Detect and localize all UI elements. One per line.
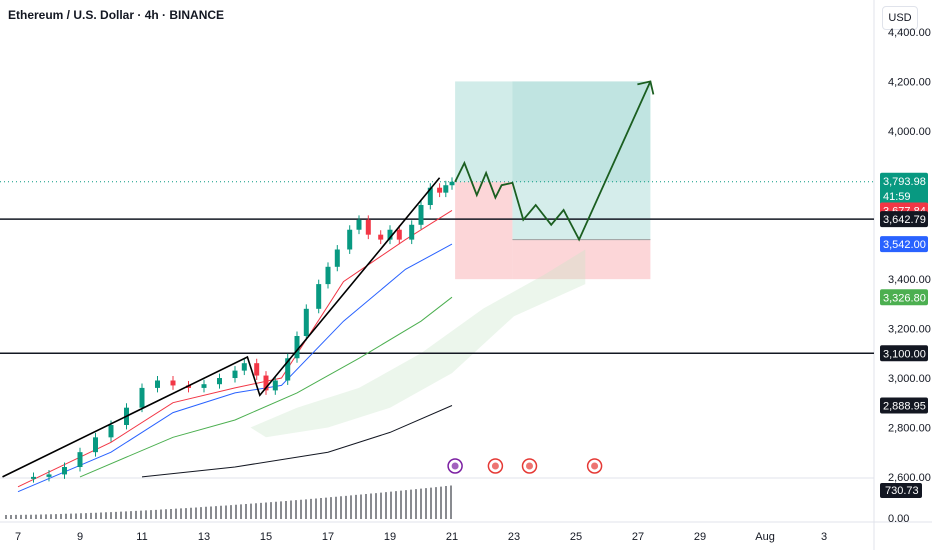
candle-body [325,266,331,285]
candle-body [46,474,52,477]
target-zone-b [512,81,651,240]
price-tag-label-5: 3,100.00 [883,348,926,360]
event-icon-dot-3 [591,462,599,470]
x-tick-label: 27 [632,531,644,543]
ichimoku-cloud [250,249,586,438]
x-tick-label: 7 [15,531,21,543]
y-tick-label: 4,400.00 [888,27,931,39]
x-tick-label: 13 [198,531,210,543]
event-icon-dot-1 [491,462,499,470]
candle-body [272,380,278,391]
ema-black-line [141,405,453,478]
y-tick-label: 2,800.00 [888,422,931,434]
price-tag-label-0: 3,793.98 [883,176,926,188]
candle-body [427,187,433,206]
candle-body [316,284,322,309]
candle-body [139,387,145,408]
candle-body [241,363,247,371]
ema-green-line [79,296,453,478]
x-tick-label: 23 [508,531,520,543]
x-tick-label: 17 [322,531,334,543]
x-tick-label: 9 [77,531,83,543]
candle-body [62,467,67,475]
candle-body [409,224,415,240]
volume-zero-label: 0.00 [888,513,909,525]
candle-body [77,452,83,467]
y-tick-label: 2,600.00 [888,472,931,484]
candle-body [418,205,424,225]
candle-body [31,476,36,479]
volume-tag [880,483,922,498]
candle-body [217,378,222,385]
candle-body [387,229,393,240]
candle-body [232,370,238,379]
currency-button[interactable]: USD [882,6,918,30]
x-tick-label: 3 [821,531,827,543]
y-tick-label: 3,200.00 [888,324,931,336]
candle-body [449,181,455,186]
candle-body [93,437,98,453]
volume-tag-label: 730.73 [885,485,919,497]
candle-body [294,336,300,359]
event-icon-dot-0 [451,462,459,470]
projection-arrowhead [637,80,655,95]
candle-body [254,363,260,376]
y-tick-label: 3,000.00 [888,373,931,385]
candle-body [285,358,291,381]
price-tag-5 [880,345,928,362]
x-tick-label: 11 [136,531,147,543]
candle-body [365,219,371,235]
x-tick-label: 19 [384,531,396,543]
candle-body [443,185,449,193]
price-tag-2 [880,211,928,228]
chart-title: Ethereum / U.S. Dollar · 4h · BINANCE [8,8,225,22]
price-tag-timer: 41:59 [883,191,911,203]
stop-zone-b [512,239,651,280]
price-tag-3 [880,236,928,253]
candle-body [201,384,207,388]
stop-zone-a [455,181,513,280]
candle-body [155,380,160,388]
price-tag-0 [880,172,928,205]
price-tag-4 [880,289,928,306]
x-tick-label: 15 [260,531,272,543]
y-tick-label: 4,000.00 [888,126,931,138]
candle-body [347,229,353,250]
price-tag-6 [880,397,928,414]
candle-body [396,229,402,240]
projection-path [454,81,652,242]
event-icon-dot-2 [526,462,533,470]
candle-body [263,375,269,391]
price-tag-label-3: 3,542.00 [883,239,926,251]
x-tick-label: 25 [570,531,582,543]
x-tick-label: Aug [755,531,775,543]
ema-red-line [17,209,453,488]
price-tag-label-4: 3,326.80 [883,292,926,304]
y-tick-label: 3,400.00 [888,274,931,286]
candle-body [378,234,384,240]
candle-body [334,249,340,267]
lower-channel-trendline [2,177,441,478]
x-tick-label: 21 [446,531,458,543]
price-tag-label-6: 2,888.95 [883,400,926,412]
candle-body [303,308,309,337]
candle-body [108,424,114,438]
candle-body [437,187,443,193]
price-tag-label-2: 3,642.79 [883,214,926,226]
x-tick-label: 29 [694,531,706,543]
candle-body [356,219,362,230]
y-tick-label: 4,200.00 [888,76,931,88]
candle-body [170,380,176,386]
